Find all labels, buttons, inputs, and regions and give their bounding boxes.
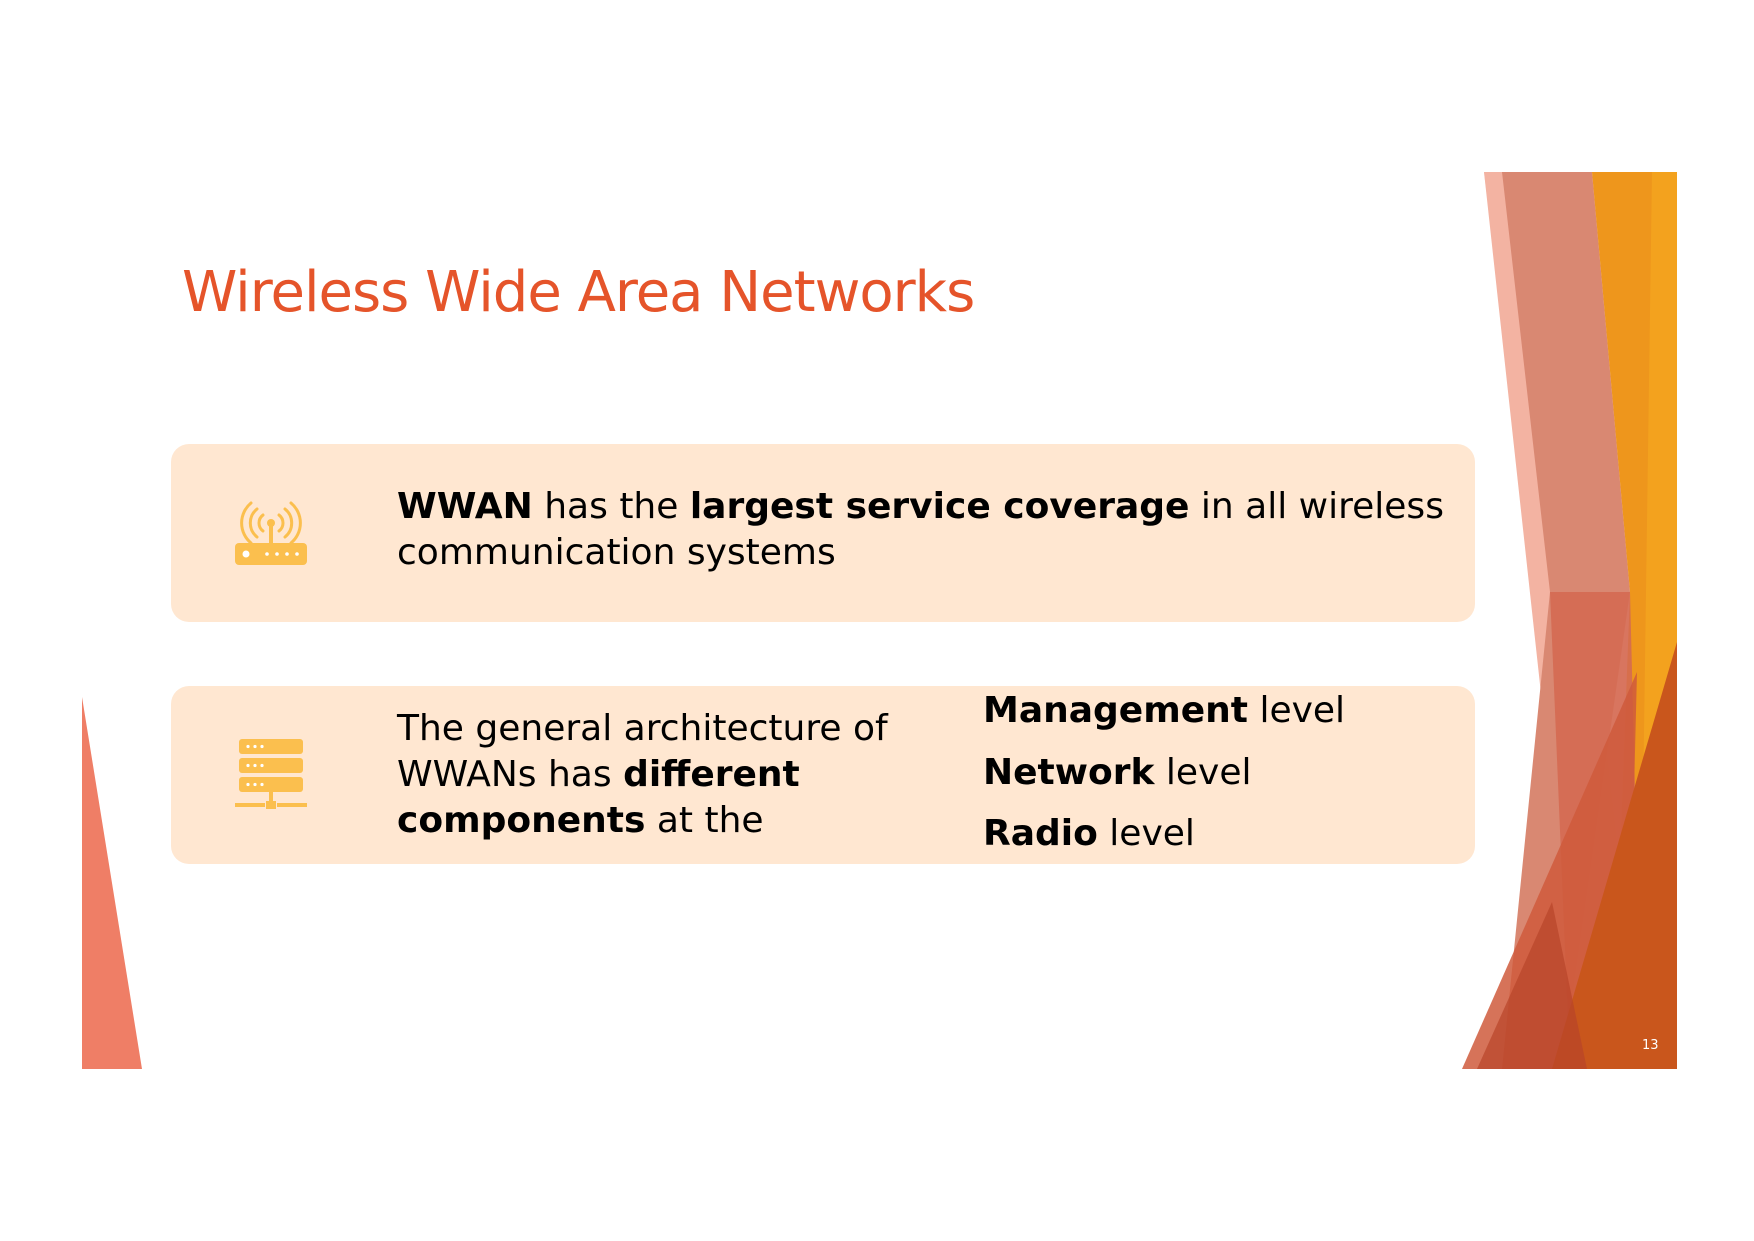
text-fragment: in all wireless communication systems <box>397 486 1444 573</box>
coverage-emphasis: largest service coverage <box>689 486 1190 527</box>
coverage-text: WWAN has the largest service coverage in… <box>397 484 1457 576</box>
text-fragment: at the <box>645 800 764 841</box>
level-management: Management level <box>983 688 1345 734</box>
wwan-term: WWAN <box>397 486 533 527</box>
server-network-icon <box>235 739 307 809</box>
components-emphasis: different components <box>397 754 800 841</box>
slide: Wireless Wide Area Networks WWAN has the… <box>82 172 1677 1069</box>
level-radio: Radio level <box>983 811 1195 857</box>
architecture-info-box: The general architecture of WWANs has di… <box>171 686 1475 864</box>
level-network: Network level <box>983 750 1252 796</box>
level-name: Network <box>983 752 1155 793</box>
level-suffix: level <box>1097 813 1195 854</box>
level-suffix: level <box>1154 752 1252 793</box>
page-number: 13 <box>1642 1038 1659 1053</box>
level-suffix: level <box>1248 690 1346 731</box>
slide-title: Wireless Wide Area Networks <box>182 260 975 325</box>
level-name: Management <box>983 690 1248 731</box>
coverage-info-box: WWAN has the largest service coverage in… <box>171 444 1475 622</box>
level-name: Radio <box>983 813 1098 854</box>
text-fragment: has the <box>532 486 690 527</box>
left-decoration <box>82 697 142 1069</box>
architecture-text: The general architecture of WWANs has di… <box>397 706 917 844</box>
right-decoration <box>1462 172 1677 1069</box>
router-antenna-icon <box>235 501 307 565</box>
text-fragment: The general architecture of WWANs has <box>397 708 888 795</box>
